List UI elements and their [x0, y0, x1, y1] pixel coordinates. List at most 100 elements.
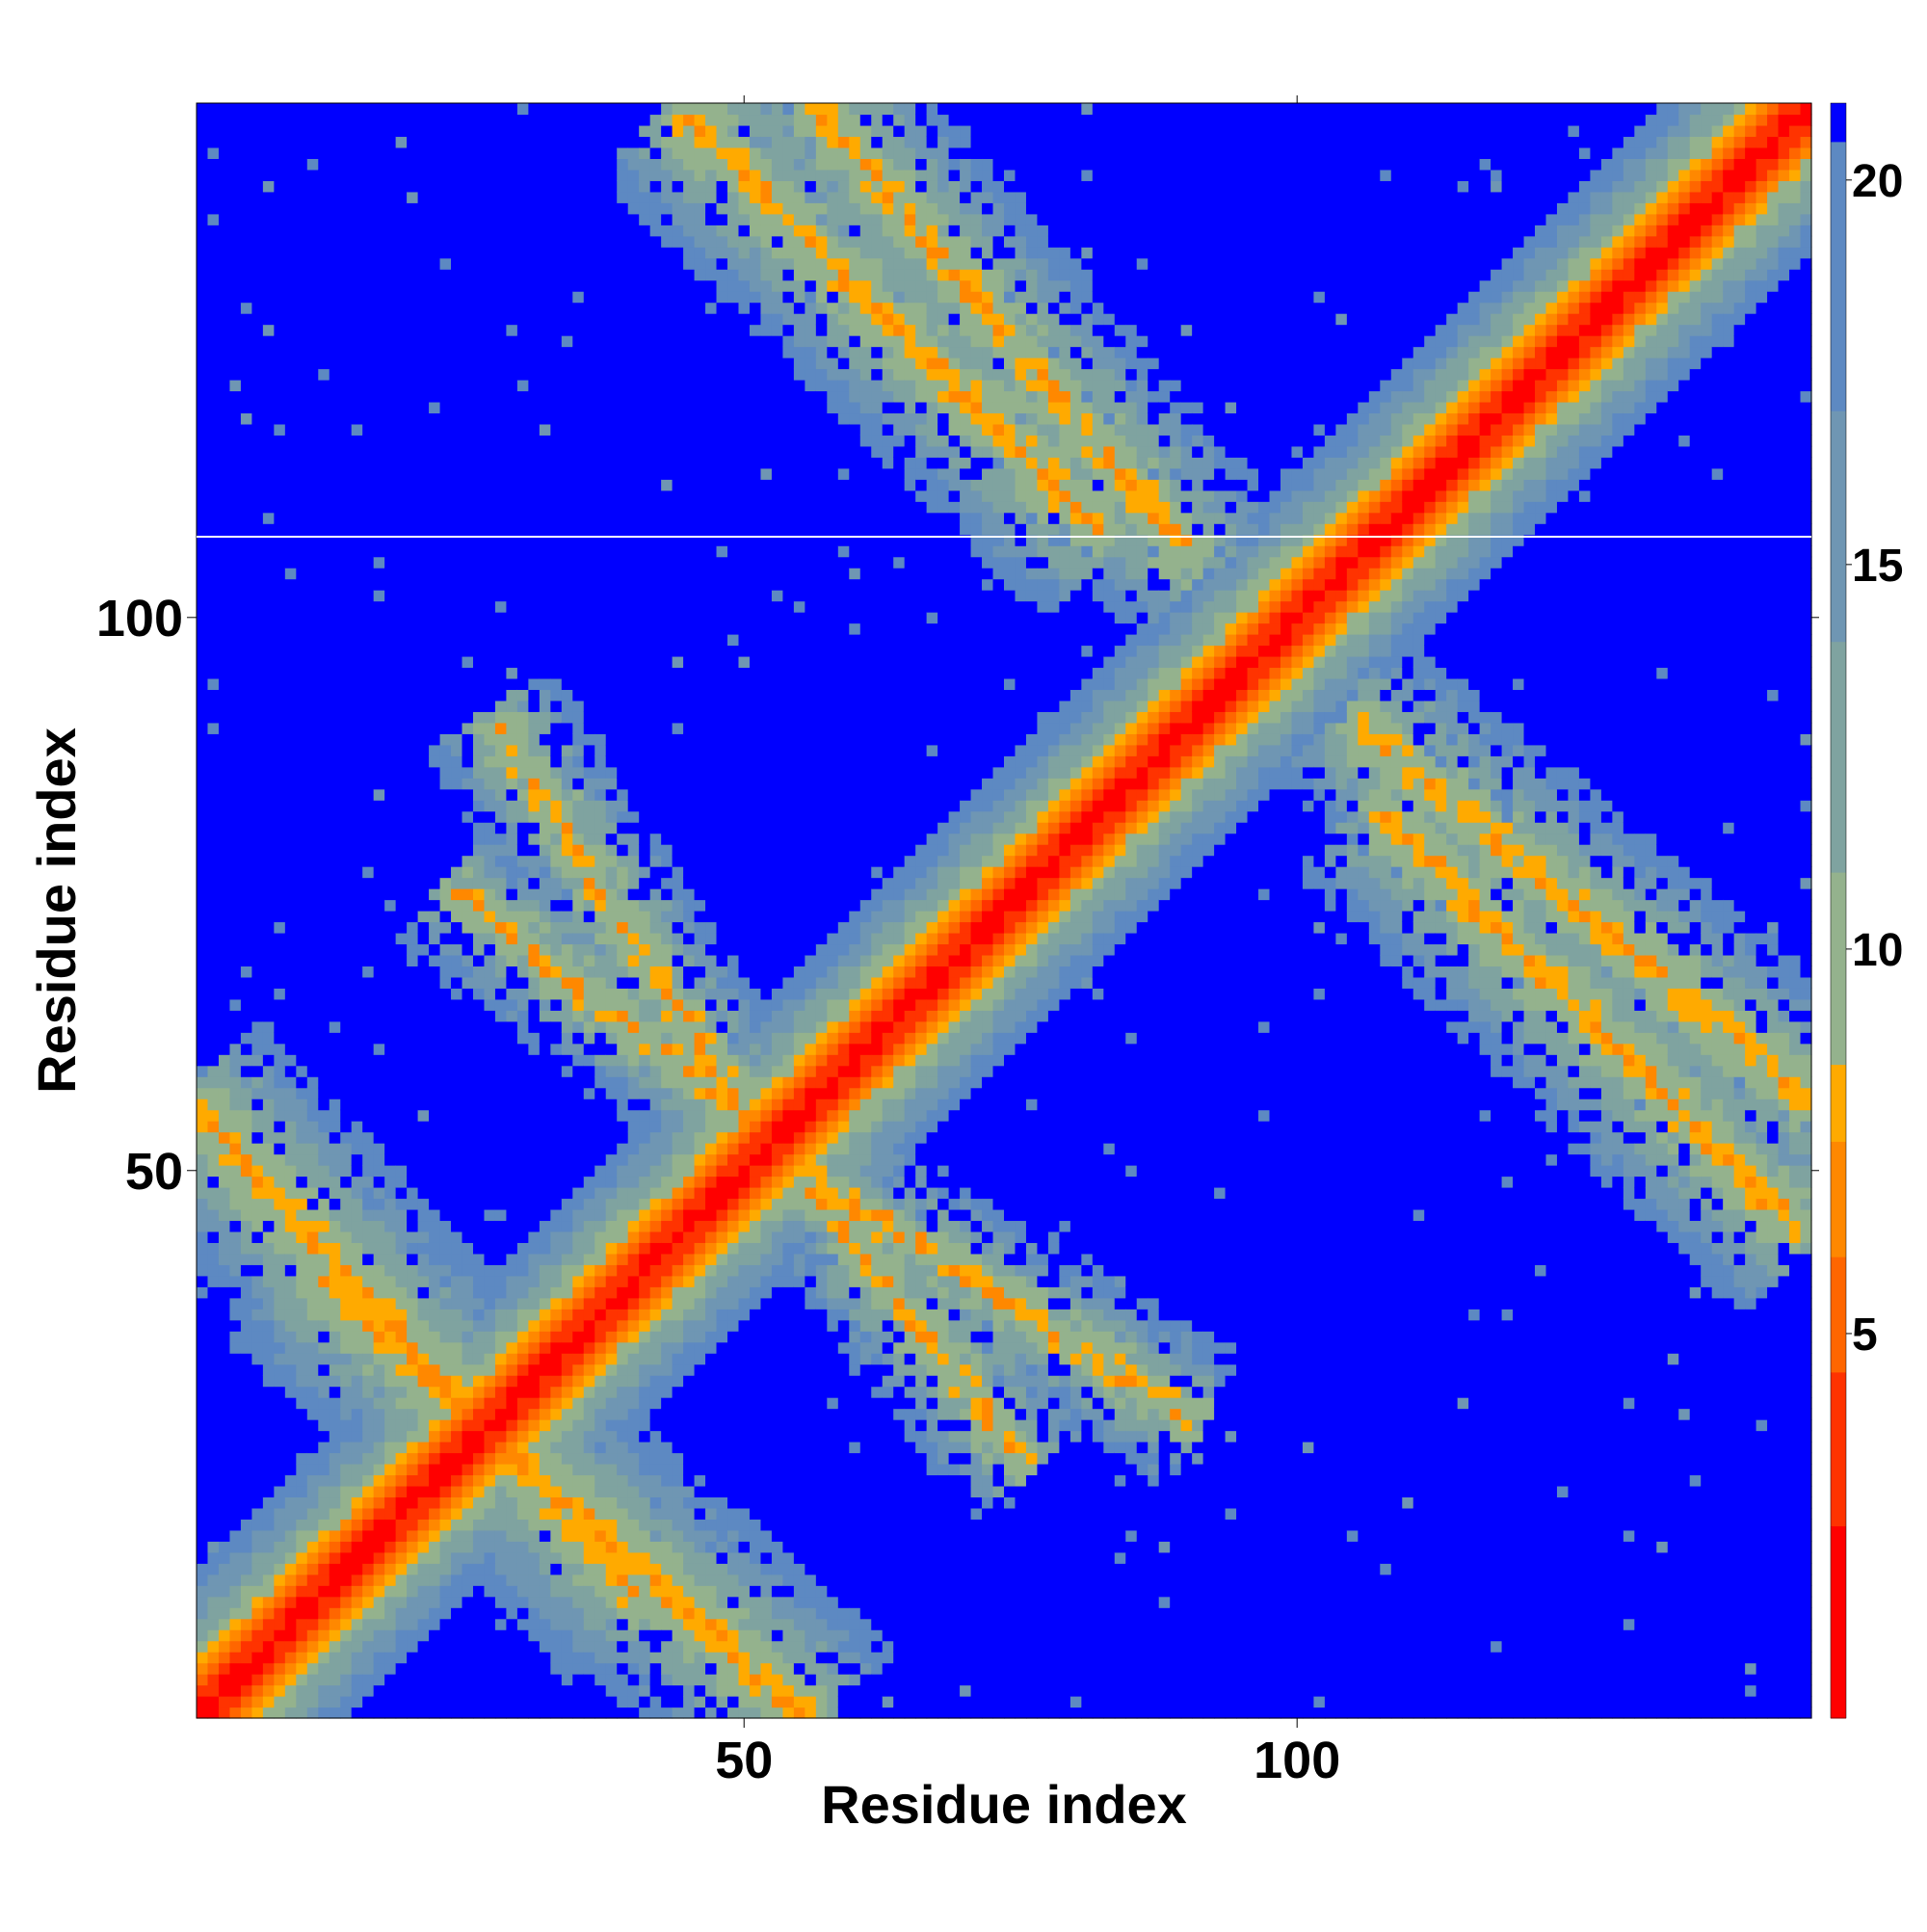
heatmap-cell: [207, 1032, 219, 1044]
heatmap-cell: [362, 192, 374, 203]
heatmap-cell: [374, 557, 385, 569]
heatmap-cell: [517, 501, 529, 513]
heatmap-cell: [207, 1474, 219, 1486]
heatmap-cell: [251, 1110, 263, 1122]
heatmap-cell: [307, 424, 319, 436]
heatmap-cell: [285, 1320, 297, 1332]
heatmap-cell: [517, 490, 529, 502]
heatmap-cell: [462, 380, 474, 391]
heatmap-cell: [219, 446, 230, 458]
heatmap-cell: [418, 1575, 430, 1586]
heatmap-cell: [451, 114, 462, 125]
heatmap-cell: [307, 1121, 319, 1132]
heatmap-cell: [440, 1519, 452, 1530]
heatmap-cell: [484, 1032, 495, 1044]
heatmap-cell: [219, 601, 230, 613]
heatmap-cell: [384, 656, 396, 668]
heatmap-cell: [540, 701, 551, 712]
heatmap-cell: [396, 1098, 408, 1110]
heatmap-cell: [495, 1177, 507, 1188]
heatmap-cell: [318, 1431, 330, 1442]
heatmap-cell: [352, 1198, 363, 1209]
heatmap-cell: [462, 1641, 474, 1653]
heatmap-cell: [506, 1552, 517, 1564]
heatmap-cell: [318, 911, 330, 922]
heatmap-cell: [285, 1110, 297, 1122]
heatmap-cell: [307, 911, 319, 922]
heatmap-cell: [506, 1309, 517, 1320]
heatmap-cell: [384, 1143, 396, 1154]
heatmap-cell: [285, 943, 297, 955]
heatmap-cell: [540, 977, 551, 989]
heatmap-cell: [197, 1442, 208, 1453]
heatmap-cell: [362, 1154, 374, 1166]
heatmap-cell: [495, 711, 507, 723]
heatmap-cell: [207, 955, 219, 966]
heatmap-cell: [251, 1530, 263, 1542]
heatmap-cell: [263, 1088, 275, 1099]
heatmap-cell: [473, 468, 485, 480]
heatmap-cell: [495, 214, 507, 225]
heatmap-cell: [396, 202, 408, 214]
heatmap-cell: [484, 313, 495, 325]
heatmap-cell: [462, 711, 474, 723]
heatmap-cell: [396, 325, 408, 336]
heatmap-cell: [362, 380, 374, 391]
heatmap-cell: [330, 1452, 341, 1464]
heatmap-cell: [495, 380, 507, 391]
heatmap-cell: [562, 412, 573, 424]
heatmap-cell: [528, 501, 540, 513]
heatmap-cell: [495, 1286, 507, 1298]
heatmap-cell: [274, 158, 285, 170]
heatmap-cell: [241, 1409, 252, 1420]
heatmap-cell: [540, 1010, 551, 1021]
heatmap-cell: [263, 402, 275, 413]
heatmap-cell: [362, 457, 374, 468]
heatmap-cell: [251, 933, 263, 944]
heatmap-cell: [229, 1286, 241, 1298]
heatmap-cell: [274, 689, 285, 701]
heatmap-cell: [296, 678, 307, 690]
heatmap-cell: [384, 1121, 396, 1132]
heatmap-cell: [562, 678, 573, 690]
heatmap-cell: [274, 1154, 285, 1166]
heatmap-cell: [440, 258, 452, 270]
heatmap-cell: [251, 313, 263, 325]
heatmap-cell: [251, 745, 263, 756]
heatmap-cell: [296, 1641, 307, 1653]
heatmap-cell: [473, 1375, 485, 1387]
heatmap-cell: [274, 1309, 285, 1320]
heatmap-cell: [307, 1496, 319, 1508]
heatmap-cell: [241, 1674, 252, 1685]
heatmap-cell: [207, 291, 219, 303]
heatmap-cell: [407, 645, 418, 656]
heatmap-cell: [362, 136, 374, 147]
heatmap-cell: [251, 1342, 263, 1354]
heatmap-cell: [318, 202, 330, 214]
heatmap-cell: [562, 800, 573, 811]
heatmap-cell: [462, 280, 474, 292]
heatmap-cell: [241, 1607, 252, 1619]
heatmap-cell: [362, 446, 374, 458]
heatmap-cell: [318, 1541, 330, 1552]
heatmap-cell: [418, 1387, 430, 1398]
heatmap-cell: [473, 701, 485, 712]
heatmap-cell: [263, 1331, 275, 1342]
heatmap-cell: [540, 1387, 551, 1398]
heatmap-cell: [318, 1298, 330, 1310]
heatmap-cell: [495, 1619, 507, 1630]
heatmap-cell: [462, 1486, 474, 1497]
heatmap-cell: [517, 390, 529, 402]
heatmap-cell: [340, 1021, 352, 1033]
heatmap-cell: [197, 1198, 208, 1209]
heatmap-cell: [550, 933, 562, 944]
heatmap-cell: [362, 878, 374, 889]
heatmap-cell: [219, 214, 230, 225]
heatmap-cell: [330, 1066, 341, 1077]
heatmap-cell: [528, 1231, 540, 1243]
heatmap-cell: [251, 225, 263, 236]
heatmap-cell: [429, 1464, 440, 1475]
heatmap-cell: [307, 1641, 319, 1653]
heatmap-cell: [263, 303, 275, 314]
heatmap-cell: [296, 933, 307, 944]
